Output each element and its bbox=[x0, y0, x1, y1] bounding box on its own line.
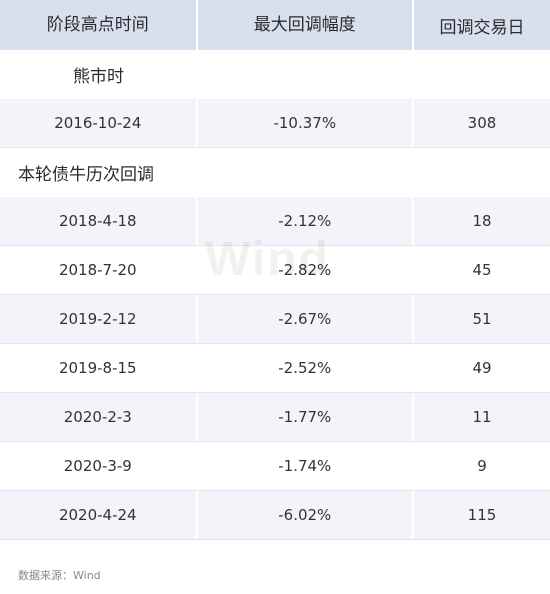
table-row: 2020-3-9 -1.74% 9 bbox=[0, 442, 550, 491]
cell-date: 2018-7-20 bbox=[0, 246, 198, 294]
header-peak-date: 阶段高点时间 bbox=[0, 0, 198, 50]
header-trading-days: 回调交易日 bbox=[439, 17, 525, 38]
cell-date: 2019-2-12 bbox=[0, 295, 198, 343]
cell-days: 49 bbox=[472, 359, 492, 377]
table-row: 2019-2-12 -2.67% 51 bbox=[0, 295, 550, 344]
source-note: 数据来源：Wind bbox=[18, 569, 101, 582]
header-max-drawdown: 最大回调幅度 bbox=[198, 0, 414, 50]
table-row: 2020-2-3 -1.77% 11 bbox=[0, 393, 550, 442]
table-row: 2018-4-18 -2.12% 18 bbox=[0, 197, 550, 246]
source-footer: 数据来源：Wind bbox=[0, 539, 550, 594]
cell-drawdown: -2.67% bbox=[198, 295, 414, 343]
cell-drawdown: -1.74% bbox=[198, 442, 414, 490]
table-row: 2018-7-20 -2.82% 45 bbox=[0, 246, 550, 295]
cell-days: 308 bbox=[467, 114, 497, 132]
cell-date: 2020-3-9 bbox=[0, 442, 198, 490]
section-title-bear-market: 熊市时 bbox=[73, 67, 124, 87]
cell-date: 2019-8-15 bbox=[0, 344, 198, 392]
cell-days: 45 bbox=[472, 261, 492, 279]
section-title-bond-bull: 本轮债牛历次回调 bbox=[18, 165, 154, 185]
cell-drawdown: -2.52% bbox=[198, 344, 414, 392]
cell-days: 11 bbox=[472, 408, 492, 426]
cell-date: 2020-4-24 bbox=[0, 491, 198, 539]
cell-days: 115 bbox=[467, 506, 497, 524]
cell-date: 2018-4-18 bbox=[0, 197, 198, 245]
cell-days: 51 bbox=[472, 310, 492, 328]
cell-drawdown: -2.82% bbox=[198, 246, 414, 294]
cell-days: 9 bbox=[477, 457, 487, 475]
cell-drawdown: -10.37% bbox=[198, 99, 414, 147]
section-title-row: 熊市时 bbox=[0, 50, 550, 99]
drawdown-table: 阶段高点时间 最大回调幅度 回调交易日 熊市时 2016-10-24 -10.3… bbox=[0, 0, 550, 540]
cell-drawdown: -6.02% bbox=[198, 491, 414, 539]
wind-watermark: Wind bbox=[205, 233, 330, 286]
table-row: 2016-10-24 -10.37% 308 bbox=[0, 99, 550, 148]
cell-date: 2020-2-3 bbox=[0, 393, 198, 441]
table-header-row: 阶段高点时间 最大回调幅度 回调交易日 bbox=[0, 0, 550, 50]
table-row: 2019-8-15 -2.52% 49 bbox=[0, 344, 550, 393]
cell-days: 18 bbox=[472, 212, 492, 230]
cell-drawdown: -2.12% bbox=[198, 197, 414, 245]
cell-drawdown: -1.77% bbox=[198, 393, 414, 441]
cell-date: 2016-10-24 bbox=[0, 99, 198, 147]
section-title-row: 本轮债牛历次回调 bbox=[0, 148, 550, 197]
table-row: 2020-4-24 -6.02% 115 bbox=[0, 491, 550, 540]
